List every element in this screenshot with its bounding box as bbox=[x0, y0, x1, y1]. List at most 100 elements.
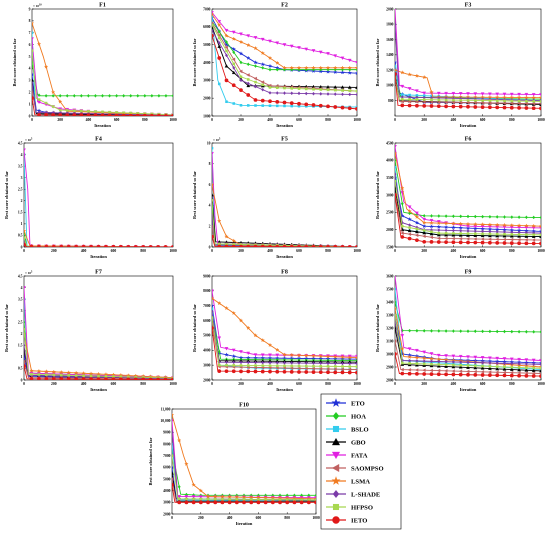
marker-lsma bbox=[414, 214, 420, 219]
marker-ieto bbox=[81, 377, 86, 380]
marker-hfpso bbox=[212, 23, 214, 27]
marker-l-shade bbox=[333, 92, 337, 96]
marker-eto bbox=[480, 226, 485, 231]
marker-hoa bbox=[58, 93, 62, 98]
series-line-ieto bbox=[172, 484, 316, 503]
marker-lsma bbox=[212, 295, 215, 301]
marker-hfpso bbox=[466, 364, 470, 367]
marker-ieto bbox=[29, 244, 34, 247]
y-tick-label: 9000 bbox=[203, 274, 211, 278]
marker-ieto bbox=[395, 352, 397, 356]
marker-lsma bbox=[36, 41, 42, 46]
x-tick-label: 200 bbox=[198, 516, 204, 520]
subplot-title: F10 bbox=[239, 403, 249, 409]
marker-ieto bbox=[270, 500, 275, 505]
marker-hfpso bbox=[206, 497, 210, 501]
marker-hoa bbox=[101, 93, 104, 98]
marker-hoa bbox=[314, 493, 316, 498]
marker-ieto bbox=[148, 245, 153, 247]
marker-eto bbox=[451, 225, 456, 230]
marker-hfpso bbox=[104, 375, 108, 378]
marker-hfpso bbox=[232, 243, 236, 246]
marker-lsma bbox=[429, 356, 434, 361]
marker-hfpso bbox=[37, 98, 41, 101]
marker-hfpso bbox=[44, 101, 48, 105]
marker-bslo bbox=[415, 94, 419, 97]
marker-gbo bbox=[333, 85, 338, 89]
marker-hoa bbox=[459, 214, 463, 219]
marker-saompso bbox=[524, 371, 528, 375]
marker-hoa bbox=[437, 214, 441, 218]
marker-ieto bbox=[407, 236, 412, 241]
marker-hoa bbox=[239, 60, 243, 65]
y-tick-label: 1500 bbox=[386, 245, 394, 249]
marker-ieto bbox=[256, 500, 261, 505]
y-tick-label: 1.5 bbox=[18, 344, 23, 348]
marker-ieto bbox=[326, 104, 330, 109]
marker-hfpso bbox=[326, 88, 330, 92]
subplot-f1: 0 200 400 600 800 1000 0 1 2 3 4 5 6 7 8 9× 1010 F1 Itera… bbox=[12, 3, 177, 129]
x-tick-label: 200 bbox=[421, 118, 427, 122]
marker-lsma bbox=[465, 221, 471, 226]
legend-label: FATA bbox=[351, 452, 368, 459]
marker-hfpso bbox=[415, 227, 419, 231]
marker-ieto bbox=[141, 245, 146, 247]
marker-hfpso bbox=[452, 363, 455, 367]
marker-ieto bbox=[306, 500, 311, 505]
marker-lsma bbox=[282, 65, 287, 70]
y-axis-label: Best score obtained so far bbox=[192, 171, 197, 219]
marker-ieto bbox=[171, 114, 173, 116]
marker-lsma bbox=[516, 95, 522, 100]
marker-ieto bbox=[488, 373, 492, 378]
marker-lsma bbox=[443, 221, 449, 226]
marker-ieto bbox=[246, 369, 251, 374]
marker-lsma bbox=[480, 222, 485, 227]
marker-hfpso bbox=[481, 364, 484, 368]
plot-area bbox=[31, 8, 174, 117]
marker-hfpso bbox=[437, 98, 441, 102]
marker-gbo bbox=[480, 366, 485, 370]
marker-saompso bbox=[340, 367, 344, 372]
marker-bslo bbox=[239, 104, 243, 107]
marker-ieto bbox=[340, 245, 345, 247]
marker-lsma bbox=[407, 354, 412, 359]
marker-ieto bbox=[37, 112, 41, 116]
marker-hfpso bbox=[525, 99, 528, 103]
marker-bslo bbox=[261, 104, 265, 107]
marker-saompso bbox=[422, 100, 426, 104]
marker-hfpso bbox=[459, 98, 462, 102]
marker-ieto bbox=[260, 244, 265, 247]
legend-label: HFPSO bbox=[351, 504, 373, 511]
marker-l-shade bbox=[24, 343, 26, 348]
y-tick-label: 2000 bbox=[386, 228, 394, 232]
marker-gbo bbox=[451, 364, 456, 369]
y-tick-label: 4 bbox=[209, 204, 211, 208]
marker-ieto bbox=[141, 377, 146, 380]
y-tick-label: 2 bbox=[209, 225, 211, 229]
marker-ieto bbox=[282, 369, 287, 374]
marker-hoa bbox=[246, 62, 250, 67]
marker-ieto bbox=[480, 240, 485, 245]
marker-saompso bbox=[422, 368, 426, 373]
y-axis-label: Best score obtained so far bbox=[148, 437, 153, 485]
x-tick-label: 0 bbox=[211, 118, 213, 122]
marker-lsma bbox=[296, 65, 302, 70]
marker-fata bbox=[231, 30, 236, 35]
marker-lsma bbox=[217, 300, 222, 306]
marker-fata bbox=[260, 353, 265, 357]
marker-lsma bbox=[289, 65, 294, 70]
marker-l-shade bbox=[297, 361, 301, 365]
marker-hfpso bbox=[242, 498, 246, 501]
marker-ieto bbox=[509, 241, 514, 245]
marker-saompso bbox=[517, 237, 521, 242]
marker-saompso bbox=[24, 359, 26, 364]
marker-lsma bbox=[275, 60, 280, 65]
series-line-hfpso bbox=[24, 329, 173, 379]
subplot-title: F2 bbox=[281, 3, 288, 9]
series-group bbox=[395, 276, 541, 378]
marker-hfpso bbox=[275, 364, 279, 368]
marker-lsma bbox=[400, 346, 405, 351]
marker-eto bbox=[347, 70, 352, 75]
marker-eto bbox=[429, 224, 434, 229]
marker-lsma bbox=[400, 70, 405, 75]
